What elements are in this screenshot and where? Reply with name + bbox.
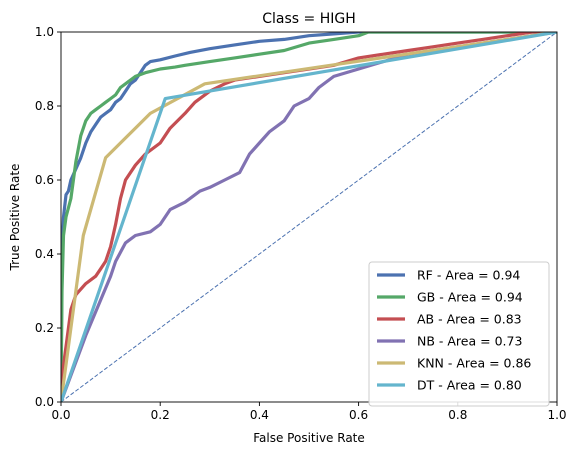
x-tick-label: 0.6	[349, 408, 368, 422]
plot-area	[60, 31, 558, 403]
legend-label: KNN - Area = 0.86	[417, 356, 531, 371]
x-tick-label: 0.2	[151, 408, 170, 422]
y-tick-label: 0.8	[35, 99, 54, 113]
y-tick-label: 1.0	[35, 25, 54, 39]
y-tick-label: 0.0	[35, 395, 54, 409]
roc-curve-gb	[61, 32, 557, 402]
y-tick-label: 0.2	[35, 321, 54, 335]
chart-title: Class = HIGH	[262, 11, 356, 27]
legend-label: AB - Area = 0.83	[417, 312, 522, 327]
y-tick-label: 0.6	[35, 173, 54, 187]
legend-label: NB - Area = 0.73	[417, 334, 522, 349]
x-axis-ticks: 0.0 0.2 0.4 0.6 0.8 1.0	[51, 402, 567, 422]
x-tick-label: 0.8	[448, 408, 467, 422]
y-axis-ticks: 0.0 0.2 0.4 0.6 0.8 1.0	[35, 25, 61, 409]
legend-label: DT - Area = 0.80	[417, 378, 522, 393]
x-tick-label: 0.4	[250, 408, 269, 422]
x-axis-label: False Positive Rate	[253, 431, 365, 445]
chance-diagonal-line	[60, 31, 558, 403]
roc-curve-dt	[61, 32, 557, 402]
legend-box	[368, 261, 550, 407]
roc-curve-ab	[61, 32, 557, 402]
roc-curve-knn	[61, 32, 557, 402]
legend-label: RF - Area = 0.94	[417, 268, 520, 283]
y-tick-label: 0.4	[35, 247, 54, 261]
x-tick-label: 1.0	[547, 408, 566, 422]
legend-label: GB - Area = 0.94	[417, 290, 523, 305]
x-tick-label: 0.0	[51, 408, 70, 422]
y-axis-label: True Positive Rate	[8, 164, 22, 272]
axes-frame	[60, 31, 558, 403]
legend: RF - Area = 0.94 GB - Area = 0.94 AB - Are…	[368, 261, 550, 407]
